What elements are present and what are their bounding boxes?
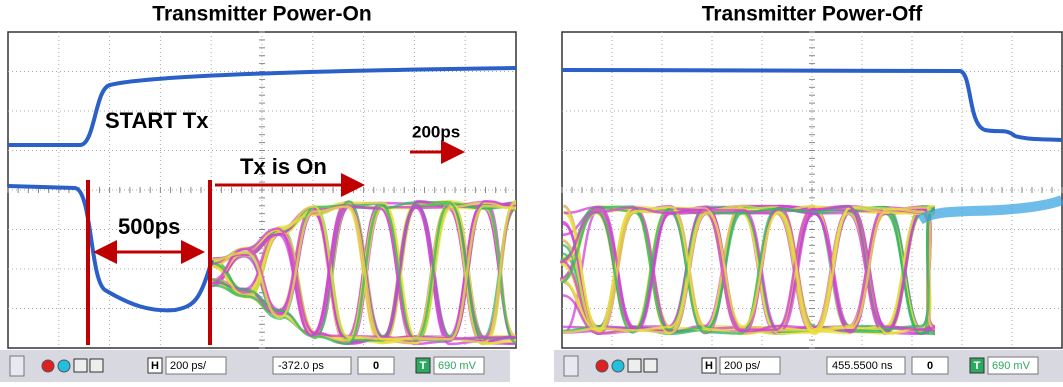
annotation: Tx is On	[240, 154, 327, 179]
toolbar-button[interactable]	[644, 359, 657, 372]
annotation: 500ps	[118, 214, 180, 239]
body: Transmitter Power-On Transmitter Power-O…	[0, 0, 1063, 382]
trigger-level: 690 mV	[438, 360, 477, 372]
toolbar: H 200 ps/ -372.0 ps 0 T 690 mV	[0, 350, 510, 382]
trigger-level: 690 mV	[992, 360, 1031, 372]
page: {"panels": [ {"title": "Transmitter Powe…	[0, 0, 1063, 382]
toolbar-button[interactable]	[74, 359, 87, 372]
annotation: START Tx	[105, 108, 209, 133]
annotation: 200ps	[412, 122, 460, 141]
step: 0	[373, 360, 379, 372]
toolbar-button[interactable]	[10, 356, 24, 376]
screenshot: Transmitter Power-On Transmitter Power-O…	[0, 0, 1063, 382]
timebase: 200 ps/	[170, 360, 207, 372]
toolbar-button[interactable]	[90, 359, 103, 372]
position: 455.5500 ns	[832, 360, 893, 372]
h-label: H	[151, 360, 159, 372]
panel-title: Transmitter Power-On	[152, 3, 371, 26]
toolbar-button[interactable]	[628, 359, 641, 372]
panel-title: Transmitter Power-Off	[702, 3, 924, 26]
h-label: H	[705, 360, 713, 372]
channel-button[interactable]	[612, 360, 624, 372]
position: -372.0 ps	[278, 360, 324, 372]
t-label: T	[974, 360, 981, 372]
timebase: 200 ps/	[724, 360, 761, 372]
step: 0	[927, 360, 933, 372]
channel-button[interactable]	[596, 360, 608, 372]
toolbar-button[interactable]	[564, 356, 578, 376]
channel-button[interactable]	[42, 360, 54, 372]
toolbar: H 200 ps/455.5500 ns 0 T 690 mV	[554, 350, 1063, 382]
t-label: T	[420, 360, 427, 372]
channel-button[interactable]	[58, 360, 70, 372]
